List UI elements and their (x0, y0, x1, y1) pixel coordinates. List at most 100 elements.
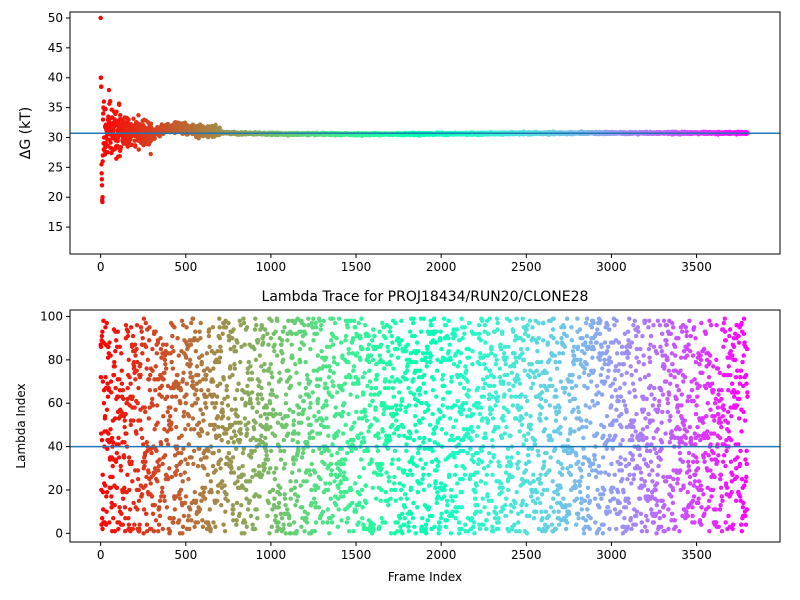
lambda-point (240, 450, 246, 456)
lambda-point (288, 496, 293, 501)
lambda-point (139, 492, 145, 497)
lambda-point (183, 494, 189, 499)
delta-g-point (152, 136, 157, 141)
lambda-point (173, 394, 179, 399)
lambda-point (203, 377, 209, 382)
lambda-point (203, 401, 208, 406)
lambda-point (236, 466, 242, 471)
lambda-point (265, 513, 270, 519)
lambda-point (117, 377, 122, 382)
lambda-point (291, 422, 296, 428)
lambda-point (275, 318, 280, 324)
lambda-point (218, 457, 224, 462)
lambda-point (193, 401, 199, 406)
lambda-point (126, 522, 132, 527)
lambda-point (167, 466, 172, 471)
lambda-point (272, 496, 277, 501)
lambda-point (259, 472, 265, 477)
x-tick-label: 0 (97, 260, 105, 274)
lambda-point (249, 390, 255, 395)
lambda-point (103, 483, 108, 488)
lambda-point (206, 327, 212, 332)
lambda-point (236, 381, 241, 386)
lambda-point (154, 403, 160, 408)
lambda-point (162, 370, 167, 376)
y-tick-label: 45 (48, 41, 63, 55)
lambda-point (244, 524, 249, 530)
lambda-point (175, 335, 180, 341)
x-tick-label: 1000 (256, 260, 287, 274)
delta-g-point (217, 125, 222, 130)
lambda-point (104, 509, 109, 514)
delta-g-point (126, 117, 131, 122)
lambda-point (134, 346, 139, 352)
lambda-point (190, 416, 196, 421)
lambda-point (179, 318, 185, 324)
lambda-point (255, 396, 260, 402)
lambda-point (281, 466, 287, 471)
lambda-point (181, 414, 186, 419)
lambda-point (206, 388, 211, 393)
lambda-point (291, 409, 296, 415)
lambda-point (99, 515, 105, 521)
lambda-point (101, 401, 107, 406)
lambda-point (282, 325, 287, 330)
lambda-point (266, 500, 271, 506)
lambda-point (224, 383, 230, 389)
lambda-point (286, 368, 291, 373)
lambda-point (202, 466, 207, 471)
lambda-point (126, 455, 132, 460)
lambda-point (280, 357, 286, 363)
lambda-point (232, 362, 237, 367)
lambda-point (257, 494, 262, 499)
lambda-point (123, 411, 128, 417)
lambda-point (243, 401, 248, 406)
delta-g-point (99, 183, 105, 188)
lambda-point (266, 470, 271, 475)
lambda-point (115, 394, 121, 399)
lambda-point (126, 357, 131, 363)
lambda-point (220, 331, 225, 337)
lambda-point (262, 362, 267, 367)
lambda-point (176, 381, 181, 386)
lambda-point (277, 411, 283, 417)
lambda-point (219, 401, 225, 406)
lambda-point (180, 531, 185, 536)
lambda-point (231, 440, 236, 445)
y-tick-label: 30 (48, 130, 63, 144)
lambda-point (130, 394, 135, 399)
lambda-point (283, 401, 289, 406)
lambda-point (259, 385, 264, 391)
lambda-point (272, 342, 277, 347)
lambda-point (215, 414, 220, 419)
lambda-point (278, 485, 283, 490)
lambda-point (280, 351, 285, 356)
lambda-point (279, 515, 285, 521)
lambda-point (205, 472, 210, 477)
lambda-point (274, 394, 279, 399)
lambda-point (280, 329, 286, 334)
lambda-point (156, 522, 162, 527)
lambda-point (205, 431, 210, 436)
lambda-point (99, 437, 105, 443)
lambda-point (110, 463, 115, 469)
lambda-point (104, 489, 110, 495)
lambda-point (156, 463, 162, 469)
lambda-point (285, 431, 291, 436)
lambda-point (158, 335, 163, 341)
lambda-point (238, 431, 244, 436)
lambda-point (257, 379, 262, 384)
lambda-point (104, 320, 109, 326)
lambda-point (167, 528, 173, 534)
lambda-point (267, 531, 272, 536)
lambda-point (181, 409, 187, 415)
lambda-point (192, 524, 197, 530)
lambda-point (293, 479, 299, 484)
delta-g-point (99, 84, 104, 89)
lambda-point (262, 327, 268, 332)
lambda-point (204, 405, 209, 410)
lambda-point (161, 414, 166, 419)
lambda-point (169, 420, 174, 425)
lambda-point (130, 479, 135, 484)
lambda-point (257, 353, 263, 358)
